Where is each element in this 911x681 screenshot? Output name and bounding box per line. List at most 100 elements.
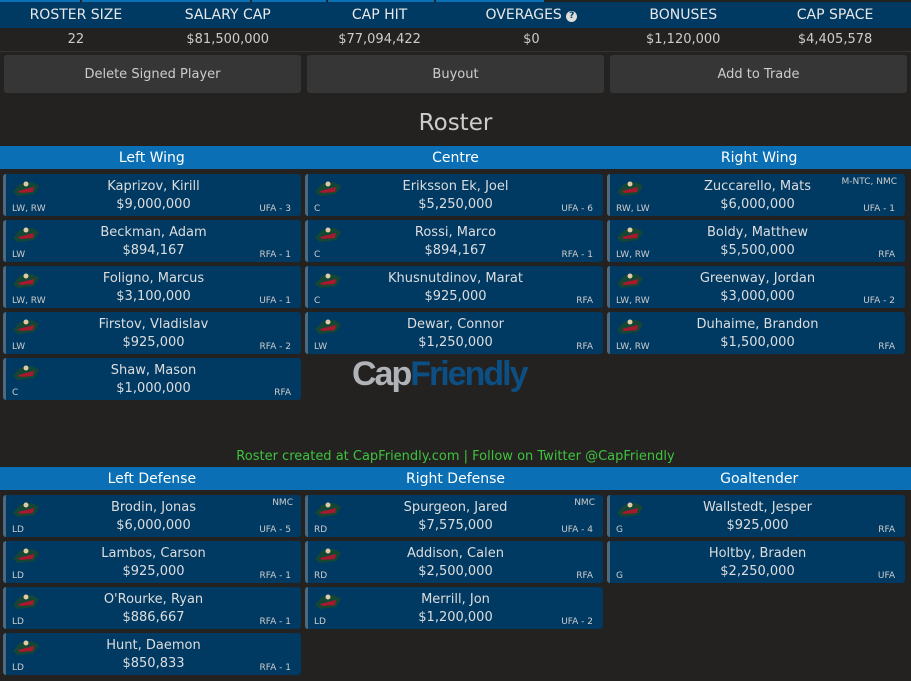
player-card[interactable]: Wallstedt, Jesper $925,000 G RFA (607, 495, 905, 537)
player-card[interactable]: Shaw, Mason $1,000,000 C RFA (3, 358, 301, 400)
team-logo-icon (315, 227, 341, 242)
defense-header: Left Defense Right Defense Goaltender (0, 467, 911, 490)
stat-value: $4,405,578 (797, 32, 873, 47)
team-logo-icon (617, 502, 643, 517)
player-salary: $925,000 (122, 335, 185, 350)
player-card[interactable]: Kaprizov, Kirill $9,000,000 LW, RW UFA - 3 (3, 174, 301, 216)
cap-summary: ROSTER SIZE SALARY CAP CAP HIT OVERAGES … (0, 2, 911, 52)
player-position: C (12, 388, 19, 398)
goaltender-column: Wallstedt, Jesper $925,000 G RFA Holtby, Bra… (607, 495, 905, 587)
contract-clause: NMC (272, 498, 293, 508)
player-name: Boldy, Matthew (707, 225, 808, 240)
player-card[interactable]: Zuccarello, Mats $6,000,000 RW, LW UFA - 1 M… (607, 174, 905, 216)
player-card[interactable]: Lambos, Carson $925,000 LD RFA - 1 (3, 541, 301, 583)
player-card[interactable]: Hunt, Daemon $850,833 LD RFA - 1 (3, 633, 301, 675)
player-name: Firstov, Vladislav (98, 317, 209, 332)
contract-status: RFA (878, 525, 895, 535)
player-name: Dewar, Connor (406, 317, 505, 332)
player-position: C (314, 296, 321, 306)
player-name: Greenway, Jordan (699, 271, 816, 286)
player-position: G (616, 571, 623, 581)
player-card[interactable]: Rossi, Marco $894,167 C RFA - 1 (305, 220, 603, 262)
team-logo-icon (315, 319, 341, 334)
player-name: Holtby, Braden (708, 546, 807, 561)
stat-header: ROSTER SIZE (29, 7, 123, 23)
player-position: LW, RW (616, 296, 650, 306)
contract-status: UFA - 6 (561, 204, 593, 214)
centre-header: Centre (432, 149, 479, 166)
player-name: Eriksson Ek, Joel (402, 179, 509, 194)
player-position: RW, LW (616, 204, 650, 214)
player-position: LW, RW (616, 342, 650, 352)
player-position: C (314, 250, 321, 260)
player-name: Addison, Calen (407, 546, 504, 561)
player-salary: $3,000,000 (720, 289, 795, 304)
contract-status: RFA (878, 342, 895, 352)
contract-status: UFA - 1 (863, 204, 895, 214)
contract-clause: M-NTC, NMC (841, 177, 897, 187)
goaltender-header: Goaltender (720, 470, 799, 487)
page-title: Roster (418, 110, 493, 136)
player-salary: $6,000,000 (116, 518, 191, 533)
player-name: Merrill, Jon (421, 592, 490, 607)
player-card[interactable]: Addison, Calen $2,500,000 RD RFA (305, 541, 603, 583)
player-card[interactable]: Greenway, Jordan $3,000,000 LW, RW UFA - 2 (607, 266, 905, 308)
player-card[interactable]: Holtby, Braden $2,250,000 G UFA (607, 541, 905, 583)
player-salary: $9,000,000 (116, 197, 191, 212)
player-position: LW, RW (616, 250, 650, 260)
help-icon[interactable]: ? (566, 11, 578, 22)
tab[interactable] (0, 0, 80, 2)
stat-header: CAP SPACE (796, 7, 874, 23)
player-card[interactable]: O'Rourke, Ryan $886,667 LD RFA - 1 (3, 587, 301, 629)
team-logo-icon (13, 640, 39, 655)
player-card[interactable]: Firstov, Vladislav $925,000 LW RFA - 2 (3, 312, 301, 354)
delete-signed-player-button[interactable]: Delete Signed Player (4, 55, 301, 93)
contract-status: RFA (878, 250, 895, 260)
player-name: Foligno, Marcus (102, 271, 205, 286)
stat-header: OVERAGES (485, 7, 562, 23)
player-position: LD (12, 525, 24, 535)
player-salary: $5,250,000 (418, 197, 493, 212)
player-card[interactable]: Dewar, Connor $1,250,000 LW RFA (305, 312, 603, 354)
contract-status: RFA (576, 296, 593, 306)
player-card[interactable]: Foligno, Marcus $3,100,000 LW, RW UFA - 1 (3, 266, 301, 308)
team-logo-icon (617, 319, 643, 334)
contract-status: RFA (576, 342, 593, 352)
player-card[interactable]: Khusnutdinov, Marat $925,000 C RFA (305, 266, 603, 308)
stat-value: 22 (67, 32, 85, 47)
player-card[interactable]: Brodin, Jonas $6,000,000 LD UFA - 5 NMC (3, 495, 301, 537)
team-logo-icon (13, 594, 39, 609)
contract-status: RFA - 2 (259, 342, 291, 352)
footer-credit: Roster created at CapFriendly.com | Foll… (236, 449, 675, 464)
stat-header: BONUSES (649, 7, 718, 23)
centre-column: Eriksson Ek, Joel $5,250,000 C UFA - 6 Rossi… (305, 174, 603, 358)
tab[interactable] (82, 0, 250, 2)
player-card[interactable]: Boldy, Matthew $5,500,000 LW, RW RFA (607, 220, 905, 262)
player-card[interactable]: Spurgeon, Jared $7,575,000 RD UFA - 4 NMC (305, 495, 603, 537)
player-salary: $1,250,000 (418, 335, 493, 350)
player-card[interactable]: Beckman, Adam $894,167 LW RFA - 1 (3, 220, 301, 262)
tab[interactable] (252, 0, 326, 2)
player-card[interactable]: Duhaime, Brandon $1,500,000 LW, RW RFA (607, 312, 905, 354)
player-card[interactable]: Merrill, Jon $1,200,000 LD UFA - 2 (305, 587, 603, 629)
player-position: LW (12, 250, 26, 260)
contract-status: UFA - 2 (863, 296, 895, 306)
tab[interactable] (436, 0, 544, 2)
stat-header: CAP HIT (351, 7, 408, 23)
tab[interactable] (328, 0, 434, 2)
team-logo-icon (617, 181, 643, 196)
player-card[interactable]: Eriksson Ek, Joel $5,250,000 C UFA - 6 (305, 174, 603, 216)
player-name: Kaprizov, Kirill (107, 179, 200, 194)
player-salary: $886,667 (122, 610, 185, 625)
right-defense-header: Right Defense (405, 470, 506, 487)
player-position: G (616, 525, 623, 535)
right-wing-header: Right Wing (720, 149, 798, 166)
contract-status: UFA - 3 (259, 204, 291, 214)
buyout-button[interactable]: Buyout (307, 55, 604, 93)
player-salary: $894,167 (122, 243, 185, 258)
player-name: Zuccarello, Mats (704, 179, 811, 194)
contract-status: RFA - 1 (259, 571, 291, 581)
player-salary: $6,000,000 (720, 197, 795, 212)
add-to-trade-button[interactable]: Add to Trade (610, 55, 907, 93)
stat-value: $0 (523, 32, 540, 47)
